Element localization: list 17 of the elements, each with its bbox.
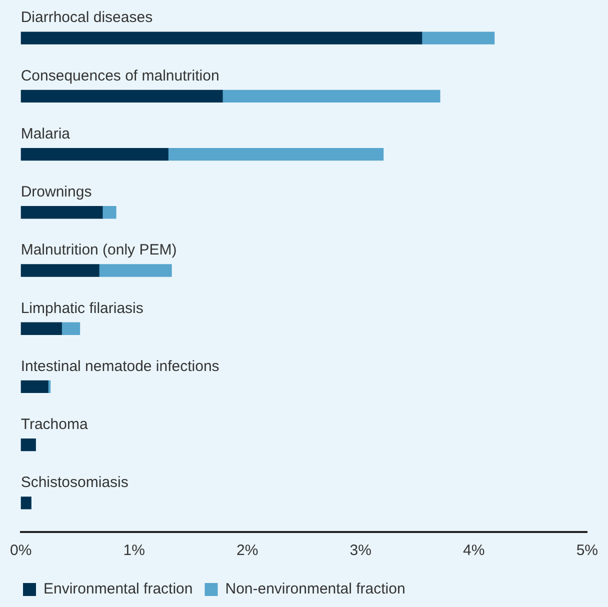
y-tick-label: Intestinal nematode infections xyxy=(20,358,220,375)
x-tick-label: 5% xyxy=(576,542,598,560)
y-tick-label: Consequences of malnutrition xyxy=(20,67,220,84)
x-tick-label: 3% xyxy=(350,542,372,560)
y-tick-label: Limphatic filariasis xyxy=(20,300,144,317)
y-tick-label: Diarrhocal diseases xyxy=(20,9,153,26)
y-tick-label: Schistosomiasis xyxy=(20,474,128,492)
legend-label: Environmental fraction xyxy=(44,580,193,598)
y-tick-label: Malnutrition (only PEM) xyxy=(20,242,177,259)
x-tick-label: 4% xyxy=(463,542,485,560)
y-tick-label: Trachoma xyxy=(20,416,88,433)
y-tick-label: Drownings xyxy=(20,184,92,201)
y-tick-label: Malaria xyxy=(20,125,71,142)
x-tick-label: 1% xyxy=(123,542,145,560)
legend-label: Non-environmental fraction xyxy=(225,580,406,598)
x-tick-label: 2% xyxy=(236,542,258,560)
x-tick-label: 0% xyxy=(10,542,32,560)
